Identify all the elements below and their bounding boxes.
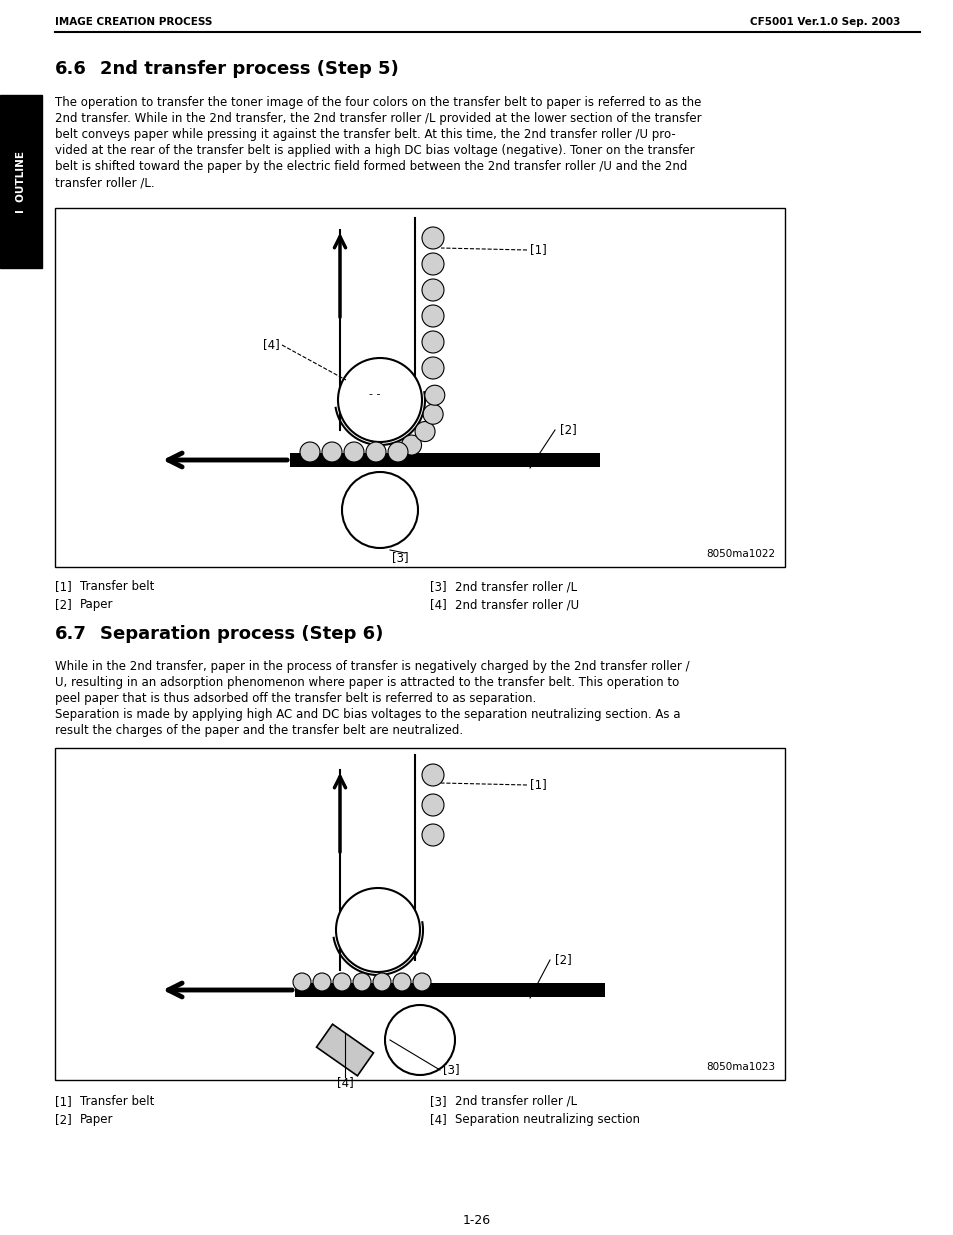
Text: CF5001 Ver.1.0 Sep. 2003: CF5001 Ver.1.0 Sep. 2003 [749,17,899,27]
Text: While in the 2nd transfer, paper in the process of transfer is negatively charge: While in the 2nd transfer, paper in the … [55,659,689,673]
Text: belt is shifted toward the paper by the electric field formed between the 2nd tr: belt is shifted toward the paper by the … [55,161,687,173]
Text: 6.7: 6.7 [55,625,87,643]
Text: peel paper that is thus adsorbed off the transfer belt is referred to as separat: peel paper that is thus adsorbed off the… [55,692,536,705]
Bar [294,983,604,997]
Text: Paper: Paper [80,1113,113,1126]
Text: [4]: [4] [430,598,446,611]
Text: Transfer belt: Transfer belt [80,1095,154,1108]
Text: [2]: [2] [559,424,577,436]
Text: Transfer belt: Transfer belt [80,580,154,593]
Circle shape [415,421,435,442]
Text: 6.6: 6.6 [55,61,87,78]
Text: belt conveys paper while pressing it against the transfer belt. At this time, th: belt conveys paper while pressing it aga… [55,128,675,141]
Text: Separation process (Step 6): Separation process (Step 6) [100,625,383,643]
Circle shape [421,357,443,379]
Circle shape [421,331,443,353]
Circle shape [423,404,442,425]
Text: I  OUTLINE: I OUTLINE [16,151,26,212]
Bar [55,207,784,567]
Text: [3]: [3] [392,552,408,564]
Text: IMAGE CREATION PROCESS: IMAGE CREATION PROCESS [55,17,213,27]
Text: transfer roller /L.: transfer roller /L. [55,177,154,189]
Text: - -: - - [369,389,380,399]
Circle shape [424,385,444,405]
Circle shape [421,824,443,846]
Text: [4]: [4] [336,1076,353,1089]
Circle shape [401,435,421,454]
Text: [1]: [1] [55,580,71,593]
Circle shape [388,442,408,462]
Text: vided at the rear of the transfer belt is applied with a high DC bias voltage (n: vided at the rear of the transfer belt i… [55,144,694,157]
Text: 2nd transfer roller /U: 2nd transfer roller /U [455,598,578,611]
Circle shape [373,973,391,990]
Circle shape [341,472,417,548]
Text: 2nd transfer. While in the 2nd transfer, the 2nd transfer roller /L provided at : 2nd transfer. While in the 2nd transfer,… [55,112,700,125]
Circle shape [421,794,443,816]
Text: 8050ma1023: 8050ma1023 [705,1062,774,1072]
Text: [4]: [4] [430,1113,446,1126]
Circle shape [322,442,341,462]
Circle shape [413,973,431,990]
Circle shape [293,973,311,990]
Text: [1]: [1] [530,243,546,257]
Circle shape [299,442,319,462]
Text: [3]: [3] [430,1095,446,1108]
Circle shape [421,253,443,275]
Circle shape [335,888,419,972]
Text: 2nd transfer roller /L: 2nd transfer roller /L [455,1095,577,1108]
Text: 1-26: 1-26 [462,1214,491,1226]
Text: [2]: [2] [555,953,571,967]
Circle shape [421,279,443,301]
Circle shape [366,442,386,462]
Circle shape [344,442,364,462]
Text: [2]: [2] [55,1113,71,1126]
Text: [4]: [4] [263,338,280,352]
Text: result the charges of the paper and the transfer belt are neutralized.: result the charges of the paper and the … [55,724,462,737]
Text: U, resulting in an adsorption phenomenon where paper is attracted to the transfe: U, resulting in an adsorption phenomenon… [55,676,679,689]
Text: [3]: [3] [430,580,446,593]
Text: [1]: [1] [530,778,546,792]
Text: 8050ma1022: 8050ma1022 [705,550,774,559]
Bar [55,748,784,1079]
Text: 2nd transfer process (Step 5): 2nd transfer process (Step 5) [100,61,398,78]
Bar [290,453,599,467]
Circle shape [385,1005,455,1074]
Polygon shape [316,1024,374,1076]
Circle shape [333,973,351,990]
Text: Paper: Paper [80,598,113,611]
Bar [0,95,42,268]
Circle shape [353,973,371,990]
Circle shape [421,227,443,249]
Circle shape [393,973,411,990]
Text: Separation is made by applying high AC and DC bias voltages to the separation ne: Separation is made by applying high AC a… [55,708,679,721]
Text: Separation neutralizing section: Separation neutralizing section [455,1113,639,1126]
Text: [2]: [2] [55,598,71,611]
Circle shape [421,305,443,327]
Text: [3]: [3] [442,1063,459,1077]
Text: 2nd transfer roller /L: 2nd transfer roller /L [455,580,577,593]
Circle shape [313,973,331,990]
Text: The operation to transfer the toner image of the four colors on the transfer bel: The operation to transfer the toner imag… [55,96,700,109]
Circle shape [337,358,421,442]
Text: [1]: [1] [55,1095,71,1108]
Circle shape [421,764,443,785]
